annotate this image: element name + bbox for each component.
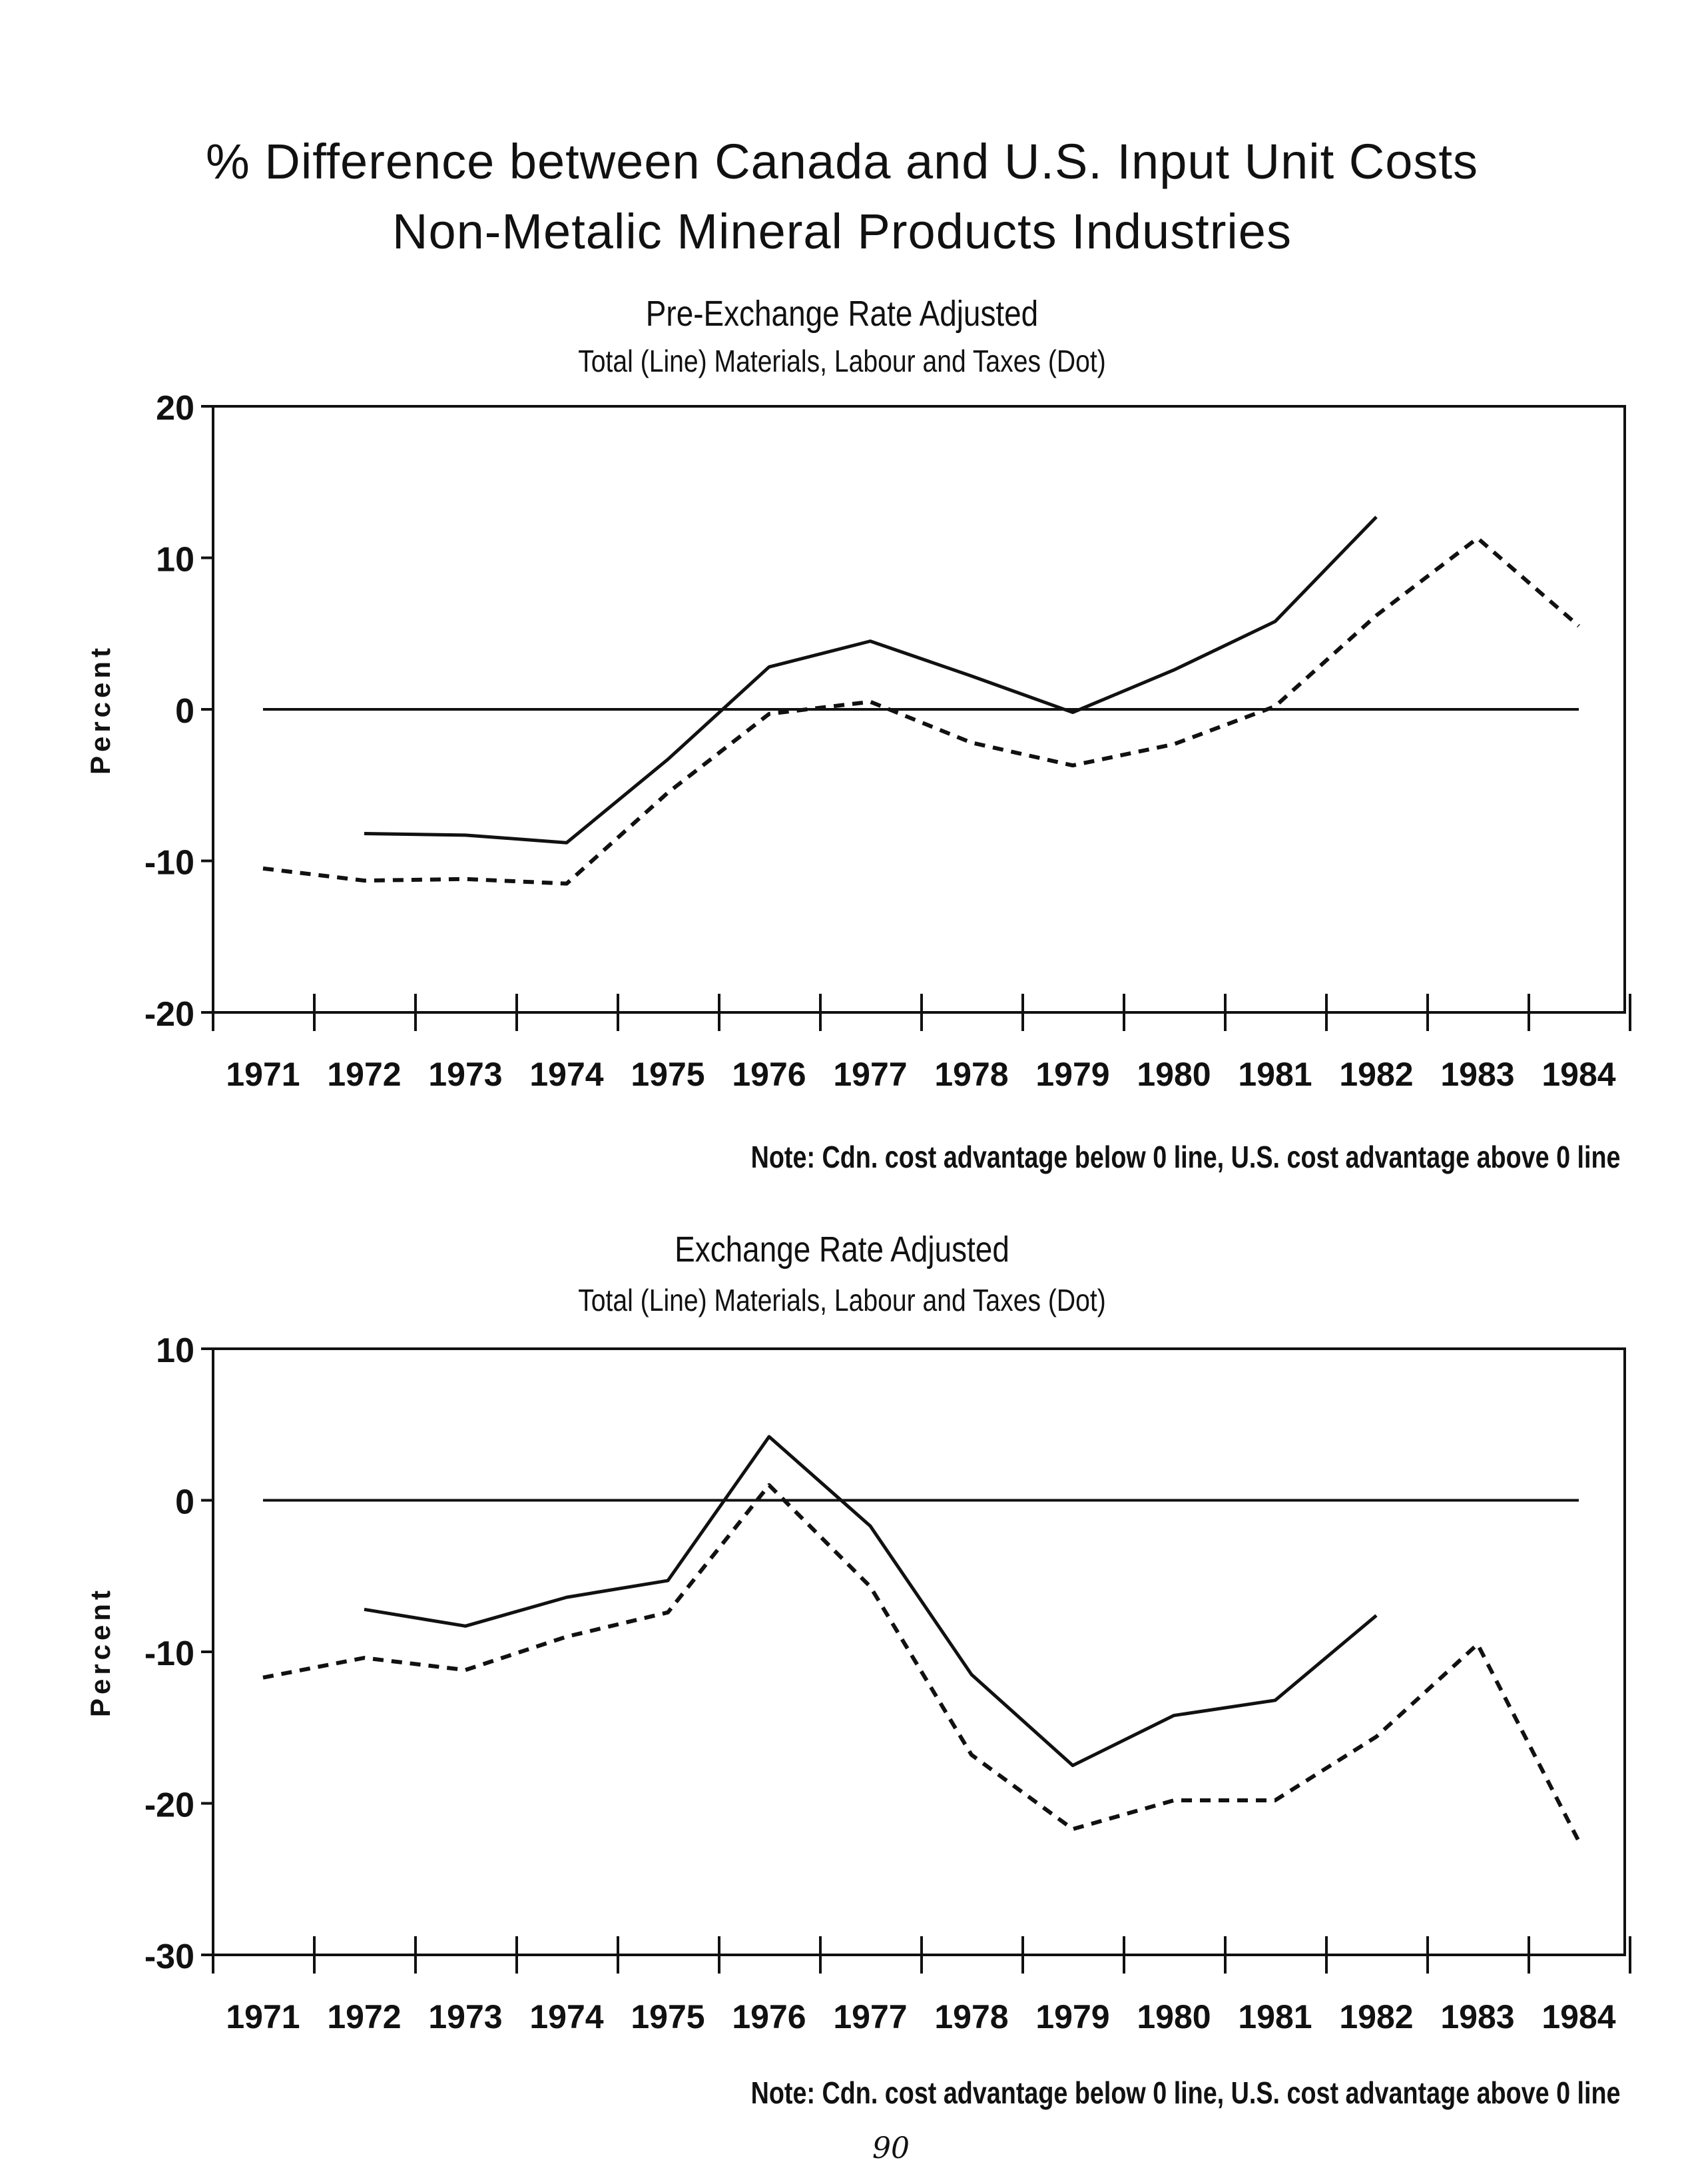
chart-2-x-tick-label: 1978 bbox=[934, 1998, 1008, 2035]
chart-1-x-tick-label: 1979 bbox=[1035, 1056, 1109, 1093]
chart-2-title: Exchange Rate Adjusted bbox=[675, 1230, 1009, 1270]
chart-2-note: Note: Cdn. cost advantage below 0 line, … bbox=[751, 2075, 1621, 2110]
chart-1-y-tick-label: -20 bbox=[144, 995, 194, 1034]
chart-2-y-tick-label: -10 bbox=[144, 1635, 194, 1673]
chart-1-subtitle: Total (Line) Materials, Labour and Taxes… bbox=[578, 344, 1106, 378]
chart-1-y-tick-label: -10 bbox=[144, 844, 194, 883]
chart-2-plot: -30 -20 -10 0 10 1971 1972 1973 1974 1975 1976 1977… bbox=[85, 1331, 1631, 2035]
chart-2-series-total-line bbox=[364, 1435, 1378, 1768]
chart-2-x-tick-label: 1983 bbox=[1440, 1998, 1514, 2035]
chart-2-x-tick-label: 1973 bbox=[428, 1998, 502, 2035]
chart-2-x-tick-label: 1971 bbox=[226, 1998, 300, 2035]
chart-1-x-tick-label: 1977 bbox=[833, 1056, 907, 1093]
chart-1-x-tick-label: 1978 bbox=[934, 1056, 1008, 1093]
chart-2-x-tick-label: 1974 bbox=[529, 1998, 603, 2035]
chart-2-x-tick-label: 1981 bbox=[1238, 1998, 1312, 2035]
chart-2-plot-frame bbox=[212, 1347, 1626, 1956]
chart-1-x-tick-label: 1980 bbox=[1137, 1056, 1211, 1093]
chart-1-x-tick-label: 1984 bbox=[1542, 1056, 1615, 1093]
chart-2-y-axis-label: Percent bbox=[85, 1587, 116, 1717]
chart-1-y-tick-label: 20 bbox=[156, 389, 194, 428]
chart-2-y-tick-label: 10 bbox=[156, 1331, 194, 1370]
page-title-line-2: Non-Metalic Mineral Products Industries bbox=[392, 204, 1292, 259]
chart-2-y-tick-label: -20 bbox=[144, 1786, 194, 1825]
chart-1-series-materials-labour-taxes-line bbox=[262, 536, 1580, 886]
chart-2-x-tick-label: 1972 bbox=[327, 1998, 401, 2035]
page-title-line-1: % Difference between Canada and U.S. Inp… bbox=[206, 134, 1478, 189]
chart-2-x-tick-label: 1975 bbox=[631, 1998, 704, 2035]
chart-2-x-tick-label: 1976 bbox=[732, 1998, 806, 2035]
chart-1-plot: -20 -10 0 10 20 1971 1972 1973 1974 1975 1976 1977 1… bbox=[85, 389, 1631, 1093]
chart-1-x-tick-label: 1972 bbox=[327, 1056, 401, 1093]
page-number: 90 bbox=[872, 2131, 910, 2165]
chart-2-series-materials-labour-taxes-line bbox=[262, 1483, 1581, 1842]
chart-2-subtitle: Total (Line) Materials, Labour and Taxes… bbox=[578, 1283, 1106, 1317]
chart-1-series-total-line bbox=[364, 516, 1378, 845]
chart-1-y-tick-label: 0 bbox=[175, 692, 194, 731]
chart-2-y-tick-label: -30 bbox=[144, 1938, 194, 1976]
chart-1-x-tick-label: 1981 bbox=[1238, 1056, 1312, 1093]
chart-1-x-tick-label: 1975 bbox=[631, 1056, 704, 1093]
chart-1-x-tick-label: 1976 bbox=[732, 1056, 806, 1093]
chart-1-x-tick-label: 1983 bbox=[1440, 1056, 1514, 1093]
chart-2-x-tick-label: 1980 bbox=[1137, 1998, 1211, 2035]
chart-1-note: Note: Cdn. cost advantage below 0 line, … bbox=[751, 1140, 1621, 1174]
chart-1-x-tick-label: 1974 bbox=[529, 1056, 603, 1093]
chart-1-y-axis-label: Percent bbox=[85, 644, 116, 775]
chart-1-x-tick-label: 1982 bbox=[1339, 1056, 1413, 1093]
chart-2-x-tick-label: 1977 bbox=[833, 1998, 907, 2035]
chart-1-x-tick-label: 1973 bbox=[428, 1056, 502, 1093]
chart-2-x-tick-label: 1982 bbox=[1339, 1998, 1413, 2035]
chart-2-y-tick-label: 0 bbox=[175, 1483, 194, 1522]
chart-1-x-tick-label: 1971 bbox=[226, 1056, 300, 1093]
chart-2-x-tick-label: 1979 bbox=[1035, 1998, 1109, 2035]
chart-2-x-tick-label: 1984 bbox=[1542, 1998, 1615, 2035]
chart-1-y-tick-label: 10 bbox=[156, 541, 194, 579]
chart-1-title: Pre-Exchange Rate Adjusted bbox=[645, 294, 1039, 334]
